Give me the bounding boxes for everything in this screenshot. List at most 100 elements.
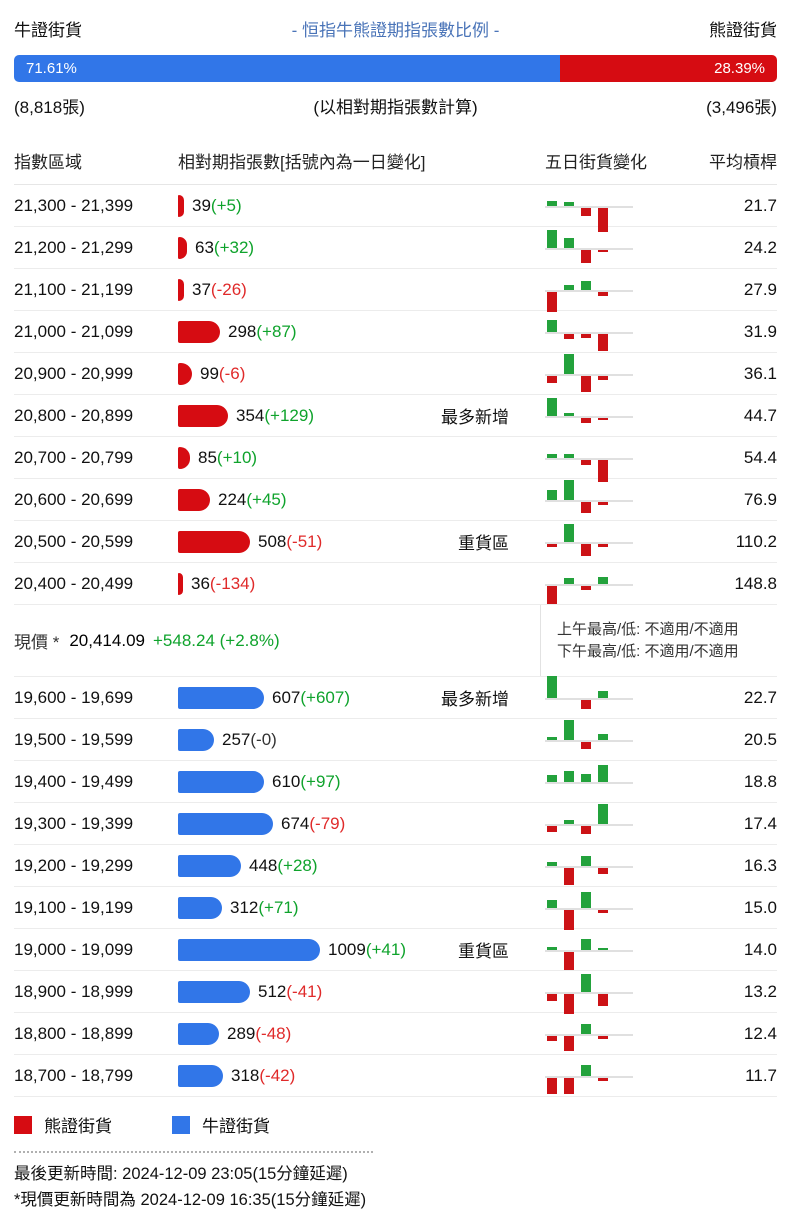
contracts-cell: 674(-79) (178, 812, 531, 835)
sparkline-baseline (545, 289, 633, 292)
table-row: 19,200 - 19,299 448(+28) 16.3 (14, 845, 777, 887)
contracts-cell: 610(+97) (178, 770, 531, 793)
sparkline-baseline (545, 583, 633, 586)
sparkline-baseline (545, 865, 633, 868)
table-row: 21,300 - 21,399 39(+5) 21.7 (14, 185, 777, 232)
current-price-label: 現價 * (14, 633, 60, 652)
five-day-sparkline (531, 803, 663, 845)
spark-up-bar (581, 855, 591, 866)
contracts-cell: 99(-6) (178, 362, 531, 385)
contracts-bar (178, 278, 184, 301)
spark-up-bar (547, 736, 557, 740)
contracts-cell: 508(-51) 重貨區 (178, 529, 531, 554)
contracts-bar (178, 728, 214, 751)
spark-up-bar (581, 773, 591, 782)
contracts-cell: 85(+10) (178, 446, 531, 469)
spark-down-bar (598, 333, 608, 351)
contracts-cell: 289(-48) (178, 1022, 531, 1045)
index-range-label: 18,800 - 18,899 (14, 1023, 134, 1043)
spark-up-bar (581, 280, 591, 290)
col-header-leverage: 平均槓桿 (709, 153, 777, 172)
contracts-cell: 63(+32) (178, 236, 531, 259)
spark-down-bar (564, 333, 574, 339)
col-header-five-day: 五日街貨變化 (545, 153, 647, 172)
index-range-label: 20,800 - 20,899 (14, 405, 134, 425)
spark-up-bar (547, 453, 557, 458)
index-range-label: 20,600 - 20,699 (14, 489, 134, 509)
table-row: 19,300 - 19,399 674(-79) 17.4 (14, 803, 777, 845)
spark-up-bar (564, 237, 574, 248)
avg-leverage: 22.7 (743, 687, 777, 707)
sparkline-baseline (545, 457, 633, 460)
spark-up-bar (598, 576, 608, 584)
bull-rows-section: 19,600 - 19,699 607(+607) 最多新增 22.7 19,500 -… (14, 675, 777, 1097)
bull-street-label: 牛證街貨 (14, 21, 82, 40)
index-range-label: 20,500 - 20,599 (14, 531, 134, 551)
am-high-low: 上午最高/低: 不適用/不適用 (557, 620, 739, 638)
sparkline-baseline (545, 415, 633, 418)
five-day-sparkline (531, 395, 663, 437)
avg-leverage: 21.7 (743, 195, 777, 215)
contracts-cell: 298(+87) (178, 320, 531, 343)
one-day-change: (+97) (300, 771, 341, 791)
sparkline-baseline (545, 907, 633, 910)
avg-leverage: 44.7 (743, 405, 777, 425)
contracts-bar (178, 572, 183, 595)
avg-leverage: 27.9 (743, 279, 777, 299)
contracts-cell: 607(+607) 最多新增 (178, 685, 531, 710)
spark-down-bar (598, 909, 608, 913)
five-day-sparkline (531, 353, 663, 395)
table-row: 21,200 - 21,299 63(+32) 24.2 (14, 227, 777, 269)
spark-up-bar (547, 675, 557, 698)
table-row: 20,500 - 20,599 508(-51) 重貨區 110.2 (14, 521, 777, 563)
spark-down-bar (581, 825, 591, 834)
spark-up-bar (547, 489, 557, 500)
contracts-cell: 512(-41) (178, 980, 531, 1003)
spark-down-bar (581, 375, 591, 392)
one-day-change: (-48) (255, 1023, 292, 1043)
legend-item-bear: 熊證街貨 (14, 1112, 112, 1137)
spark-up-bar (564, 770, 574, 782)
contracts-value: 37(-26) (192, 279, 247, 299)
five-day-sparkline (531, 929, 663, 971)
spark-down-bar (581, 543, 591, 556)
contracts-value: 257(-0) (222, 729, 277, 749)
spark-down-bar (581, 207, 591, 216)
contracts-value: 607(+607) (272, 687, 350, 707)
avg-leverage: 54.4 (743, 447, 777, 467)
spark-down-bar (598, 1035, 608, 1039)
spark-down-bar (581, 741, 591, 749)
spark-up-bar (581, 938, 591, 950)
one-day-change: (+45) (246, 489, 287, 509)
table-row: 20,900 - 20,999 99(-6) 36.1 (14, 353, 777, 395)
one-day-change: (+32) (213, 237, 255, 257)
five-day-sparkline (531, 845, 663, 887)
contracts-bar (178, 770, 264, 793)
five-day-sparkline (531, 227, 663, 269)
contracts-value: 63(+32) (195, 237, 255, 257)
contracts-cell: 312(+71) (178, 896, 531, 919)
bear-rows-section: 21,300 - 21,399 39(+5) 21.7 21,200 - 21,299… (14, 185, 777, 605)
spark-up-bar (547, 774, 557, 782)
spark-down-bar (547, 543, 557, 547)
spark-down-bar (547, 993, 557, 1001)
spark-down-bar (581, 699, 591, 709)
contracts-bar (178, 812, 273, 835)
contracts-value: 674(-79) (281, 813, 346, 833)
spark-down-bar (581, 459, 591, 465)
index-range-label: 19,400 - 19,499 (14, 771, 134, 791)
spark-up-bar (547, 861, 557, 866)
spark-down-bar (564, 993, 574, 1014)
contracts-bar (178, 488, 210, 511)
five-day-sparkline (531, 437, 663, 482)
avg-leverage: 36.1 (743, 363, 777, 383)
spark-down-bar (564, 951, 574, 970)
five-day-sparkline (531, 1013, 663, 1055)
index-range-label: 19,500 - 19,599 (14, 729, 134, 749)
spark-up-bar (547, 899, 557, 908)
spark-up-bar (598, 764, 608, 782)
zone-tag: 最多新增 (441, 690, 509, 709)
contracts-bar (178, 530, 250, 553)
table-header: 指數區域 相對期指張數[括號內為一日變化] 五日街貨變化 平均槓桿 (14, 148, 777, 185)
footer: 最後更新時間: 2024-12-09 23:05(15分鐘延遲) *現價更新時間… (14, 1161, 777, 1213)
